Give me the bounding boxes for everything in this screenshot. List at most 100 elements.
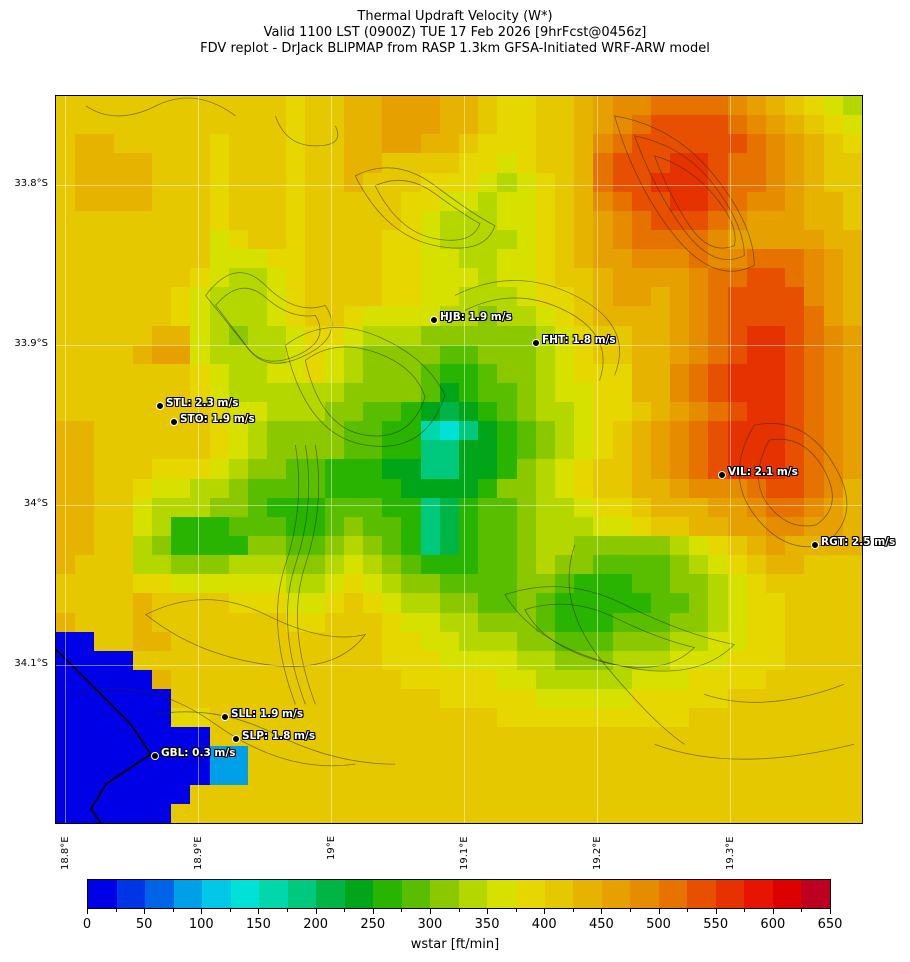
colorbar-swatch — [344, 880, 374, 908]
heatmap-cell — [612, 172, 632, 192]
heatmap-cell — [823, 612, 843, 632]
heatmap-cell — [247, 784, 268, 804]
heatmap-cell — [401, 382, 421, 403]
heatmap-cell — [497, 459, 517, 479]
heatmap-cell — [382, 574, 402, 594]
heatmap-cell — [363, 459, 383, 479]
heatmap-cell — [554, 402, 575, 422]
heatmap-cell — [151, 229, 172, 250]
heatmap-cell — [228, 363, 248, 383]
heatmap-cell — [439, 593, 459, 613]
heatmap-cell — [363, 191, 383, 211]
heatmap-cell — [75, 612, 95, 632]
heatmap-cell — [708, 134, 728, 154]
heatmap-cell — [535, 650, 555, 670]
heatmap-cell — [228, 344, 248, 364]
heatmap-cell — [382, 96, 402, 116]
heatmap-cell — [94, 612, 114, 632]
heatmap-cell — [766, 784, 786, 804]
heatmap-cell — [804, 363, 824, 383]
heatmap-cell — [363, 593, 383, 613]
heatmap-cell — [631, 478, 651, 498]
heatmap-cell — [574, 555, 594, 575]
heatmap-cell — [113, 96, 133, 116]
colorbar-tick — [487, 909, 489, 914]
heatmap-cell — [785, 382, 805, 403]
heatmap-cell — [823, 631, 843, 651]
heatmap-cell — [324, 306, 344, 326]
heatmap-cell — [228, 440, 248, 460]
heatmap-cell — [535, 382, 555, 403]
heatmap-cell — [343, 727, 364, 747]
map-plot-area[interactable] — [55, 95, 863, 824]
heatmap-cell — [439, 612, 459, 632]
heatmap-cell — [458, 765, 479, 785]
heatmap-cell — [94, 689, 114, 709]
heatmap-cell — [516, 306, 536, 326]
heatmap-cell — [708, 96, 728, 116]
heatmap-cell — [343, 459, 364, 479]
heatmap-cell — [401, 249, 421, 269]
heatmap-cell — [286, 497, 306, 517]
heatmap-cell — [650, 363, 671, 383]
heatmap-cell — [267, 249, 287, 269]
heatmap-cell — [650, 497, 671, 517]
heatmap-cell — [75, 344, 95, 364]
heatmap-cell — [458, 210, 479, 230]
heatmap-cell — [497, 612, 517, 632]
heatmap-cell — [823, 382, 843, 403]
heatmap-cell — [94, 708, 114, 728]
heatmap-cell — [516, 440, 536, 460]
heatmap-cell — [497, 210, 517, 230]
heatmap-cell — [478, 631, 498, 651]
colorbar-tick-label: 350 — [474, 917, 500, 932]
heatmap-cell — [554, 172, 575, 192]
heatmap-cell — [382, 803, 402, 823]
heatmap-cell — [823, 727, 843, 747]
heatmap-cell — [823, 191, 843, 211]
heatmap-cell — [458, 134, 479, 154]
heatmap-cell — [343, 689, 364, 709]
heatmap-cell — [401, 478, 421, 498]
heatmap-cell — [727, 382, 747, 403]
heatmap-cell — [612, 268, 632, 288]
heatmap-cell — [305, 765, 325, 785]
heatmap-cell — [132, 134, 152, 154]
heatmap-cell — [305, 421, 325, 441]
heatmap-cell — [382, 497, 402, 517]
colorbar-swatch — [373, 880, 402, 908]
heatmap-cell — [842, 325, 862, 345]
heatmap-cell — [75, 708, 95, 728]
heatmap-cell — [113, 631, 133, 651]
heatmap-cell — [439, 96, 459, 116]
heatmap-cell — [554, 440, 575, 460]
heatmap-cell — [535, 191, 555, 211]
heatmap-cell — [746, 325, 767, 345]
heatmap-cell — [247, 229, 268, 250]
heatmap-cell — [305, 153, 325, 173]
heatmap-cell — [75, 363, 95, 383]
colorbar-swatch — [401, 880, 431, 908]
heatmap-cell — [363, 153, 383, 173]
heatmap-cell — [56, 306, 76, 326]
heatmap-cell — [593, 459, 613, 479]
heatmap-cell — [458, 593, 479, 613]
heatmap-cell — [151, 382, 172, 403]
heatmap-cell — [689, 96, 709, 116]
heatmap-cell — [94, 363, 114, 383]
heatmap-cell — [535, 516, 555, 537]
heatmap-cell — [766, 249, 786, 269]
heatmap-cell — [209, 249, 229, 269]
heatmap-cell — [363, 708, 383, 728]
heatmap-cell — [113, 363, 133, 383]
heatmap-cell — [401, 574, 421, 594]
heatmap-cell — [267, 440, 287, 460]
heatmap-cell — [574, 115, 594, 135]
heatmap-cell — [267, 765, 287, 785]
heatmap-cell — [746, 593, 767, 613]
heatmap-cell — [631, 210, 651, 230]
colorbar-tick-label: 0 — [82, 917, 92, 932]
heatmap-cell — [305, 440, 325, 460]
heatmap-cell — [497, 115, 517, 135]
heatmap-cell — [554, 593, 575, 613]
